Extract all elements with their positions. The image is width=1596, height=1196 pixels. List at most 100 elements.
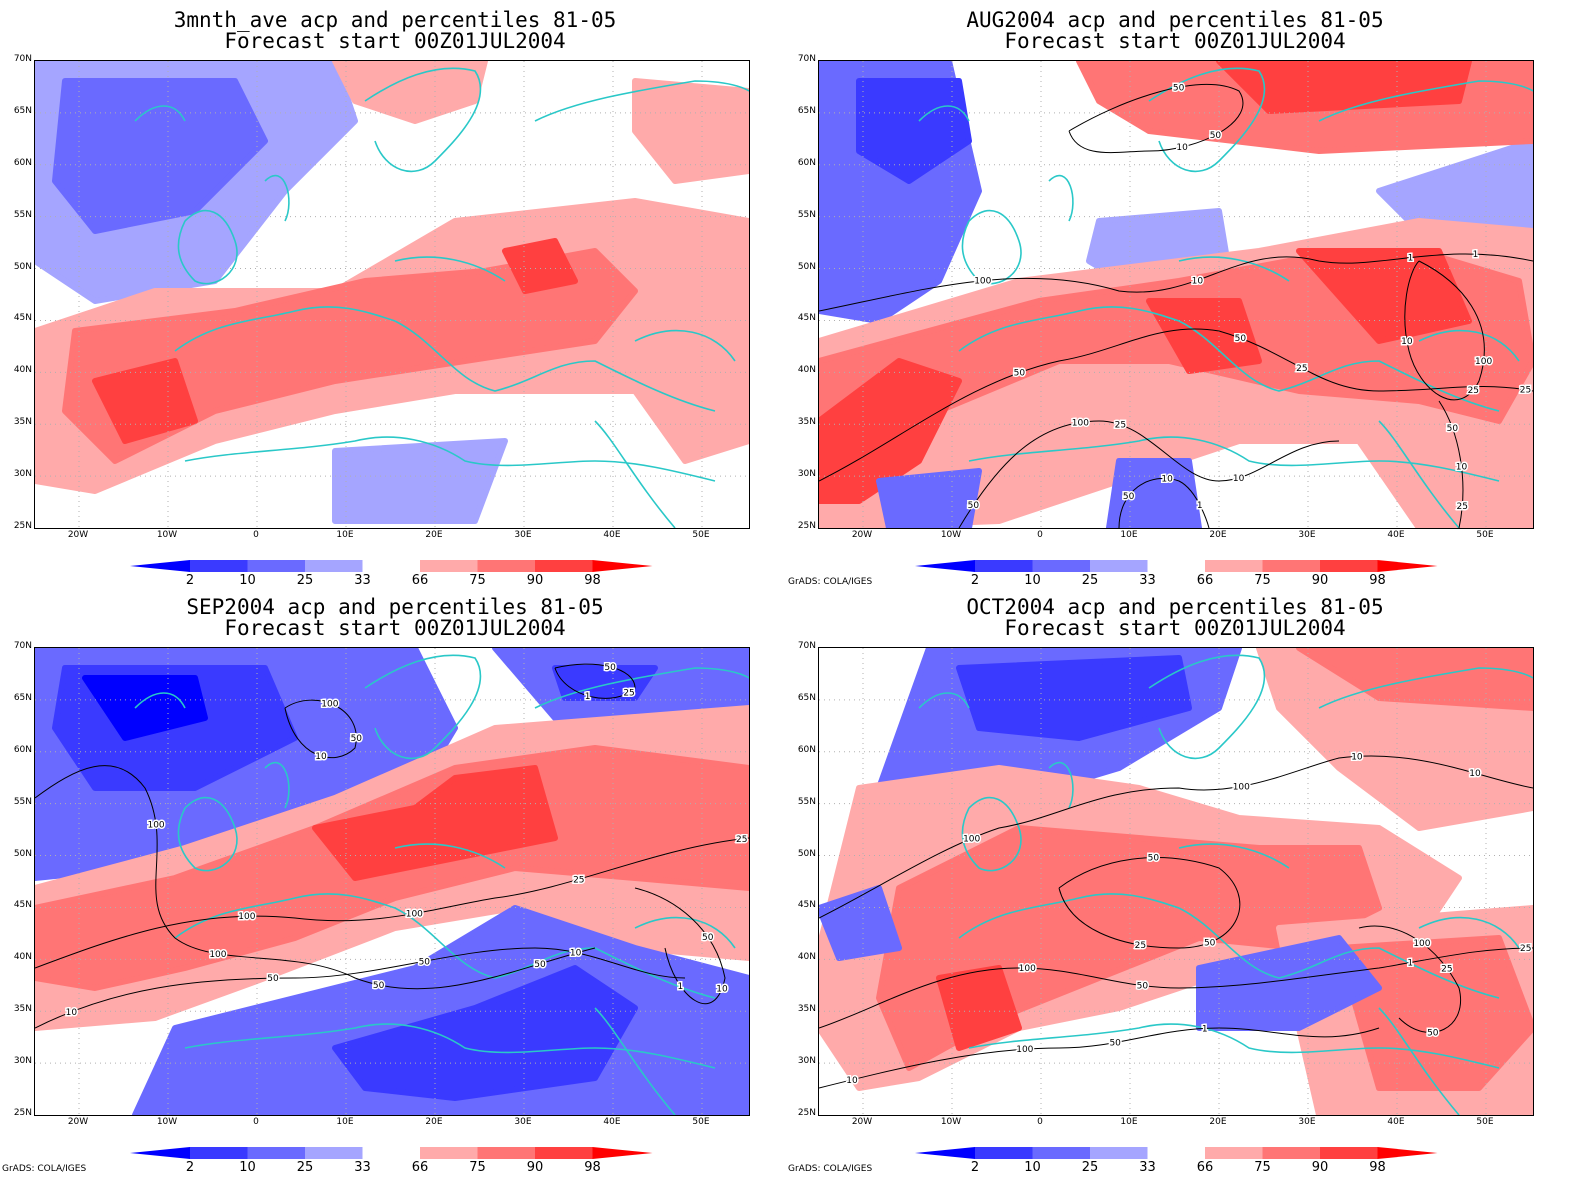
colorbar-segment <box>1320 560 1378 572</box>
panel-aug2004: AUG2004 acp and percentiles 81-05 Foreca… <box>785 0 1575 598</box>
colorbar-segment <box>1032 1147 1090 1159</box>
panel-title-line2: Forecast start 00Z01JUL2004 <box>224 616 566 640</box>
colorbar-label: 66 <box>1196 1160 1214 1175</box>
colorbar-segment <box>477 1147 535 1159</box>
colorbar-segment <box>1147 1147 1205 1159</box>
colorbar-segment <box>190 1147 248 1159</box>
lat-tick-label: 45N <box>797 900 816 911</box>
coastline <box>1378 1007 1460 1115</box>
lat-tick-label: 35N <box>797 417 816 428</box>
coastline <box>534 667 749 709</box>
coastline <box>1148 654 1266 760</box>
colorbar-svg <box>915 560 1438 572</box>
contour-label: 50 <box>1014 369 1026 379</box>
colorbar-label: 98 <box>1369 573 1386 588</box>
contour-line <box>958 420 1340 528</box>
lat-tick-label: 50N <box>13 261 32 272</box>
lat-tick-label: 70N <box>797 54 816 64</box>
lat-tick-label: 30N <box>797 1056 816 1067</box>
shaded-region <box>82 675 208 741</box>
coastline <box>174 306 716 412</box>
map-canvas <box>35 61 749 528</box>
panel-title-line1: SEP2004 acp and percentiles 81-05 <box>186 595 604 619</box>
lat-tick-label: 60N <box>13 157 32 168</box>
panel-title-line1: 3mnth_ave acp and percentiles 81-05 <box>173 8 617 32</box>
colorbar-arrow-left <box>915 560 975 572</box>
lon-tick-label: 10W <box>940 530 962 540</box>
map-canvas: 100 100 100 50 100 100 50 50 50 25 10 1 1 25 50 10 25 10 <box>819 648 1533 1115</box>
contour-label: 1 <box>1473 250 1479 260</box>
contour-label: 25 <box>1468 386 1479 396</box>
grads-credit: GrADS: COLA/IGES <box>2 1164 87 1174</box>
lon-tick-label: 30E <box>514 1117 532 1127</box>
contour-label: 1 <box>678 982 684 992</box>
colorbar-segment <box>1320 1147 1378 1159</box>
contour-line <box>819 328 1533 482</box>
colorbar-label: 2 <box>970 573 980 588</box>
contour-line <box>35 837 749 969</box>
colorbar-arrow-right <box>1377 1147 1438 1159</box>
lat-tick-label: 60N <box>797 157 816 168</box>
lat-tick-label: 65N <box>797 105 816 116</box>
lat-tick-label: 35N <box>13 1004 32 1015</box>
colorbar-svg <box>130 560 653 572</box>
lat-tick-label: 40N <box>797 952 816 963</box>
lat-tick-label: 40N <box>797 365 816 376</box>
colorbar-segment <box>362 1147 420 1159</box>
contour-label: 25 <box>1520 386 1531 396</box>
colorbar-label: 90 <box>526 1160 544 1175</box>
lat-tick-label: 40N <box>13 952 32 963</box>
contour-label: 50 <box>1123 492 1135 502</box>
contour-label: 25 <box>1441 964 1452 974</box>
colorbar-segment <box>1262 560 1320 572</box>
lat-tick-label: 70N <box>13 54 32 64</box>
colorbar-arrow-left <box>130 560 190 572</box>
lon-tick-label: 10W <box>156 530 178 540</box>
lat-tick-label: 70N <box>797 641 816 651</box>
panel-oct2004: OCT2004 acp and percentiles 81-05 Foreca… <box>785 588 1575 1196</box>
contour-label: 50 <box>968 501 980 511</box>
colorbar: 2 10 25 33 66 75 90 98 <box>130 1147 653 1175</box>
contour-line <box>819 947 1533 1029</box>
colorbar-segment <box>1205 560 1263 572</box>
colorbar-arrow-right <box>592 1147 653 1159</box>
colorbar: 2 10 25 33 66 75 90 98 <box>915 560 1438 588</box>
grads-credit: GrADS: COLA/IGES <box>788 577 873 587</box>
coastline <box>174 893 716 999</box>
panel-3mnth-ave: 3mnth_ave acp and percentiles 81-05 Fore… <box>0 0 790 598</box>
colorbar-label: 75 <box>1254 1160 1271 1175</box>
coastline <box>918 692 970 709</box>
contour-label: 100 <box>406 910 423 920</box>
contour-label: 10 <box>1469 769 1481 779</box>
contour-line <box>819 1027 1380 1089</box>
colorbar-segment <box>247 560 305 572</box>
colorbar-segment <box>1262 1147 1320 1159</box>
colorbar-svg <box>130 1147 653 1159</box>
colorbar-svg <box>915 1147 1438 1159</box>
coastline <box>177 209 238 285</box>
coastline <box>1048 174 1074 222</box>
coastline <box>594 1007 676 1115</box>
contour-label: 10 <box>1161 475 1173 485</box>
lat-tick-label: 65N <box>13 692 32 703</box>
map-plot <box>34 60 750 529</box>
lat-tick-label: 45N <box>13 900 32 911</box>
contour-label: 1 <box>1202 1024 1208 1034</box>
lat-tick-label: 60N <box>797 744 816 755</box>
coastline <box>264 761 290 809</box>
contour-label: 25 <box>736 835 747 845</box>
colorbar-segment <box>305 560 363 572</box>
colorbar-label: 90 <box>1311 573 1329 588</box>
contour-label: 100 <box>238 912 255 922</box>
colorbar-segment <box>247 1147 305 1159</box>
lon-tick-label: 0 <box>253 1117 259 1127</box>
shaded-region <box>1146 298 1262 374</box>
lon-tick-label: 20W <box>851 530 873 540</box>
contour-label: 10 <box>1456 462 1468 472</box>
colorbar-label: 25 <box>1081 1160 1099 1175</box>
lon-tick-label: 30E <box>514 530 532 540</box>
colorbar-label: 66 <box>411 1160 429 1175</box>
lat-tick-label: 55N <box>797 209 816 220</box>
lon-tick-label: 40E <box>1387 1117 1405 1127</box>
colorbar-label: 2 <box>970 1160 980 1175</box>
